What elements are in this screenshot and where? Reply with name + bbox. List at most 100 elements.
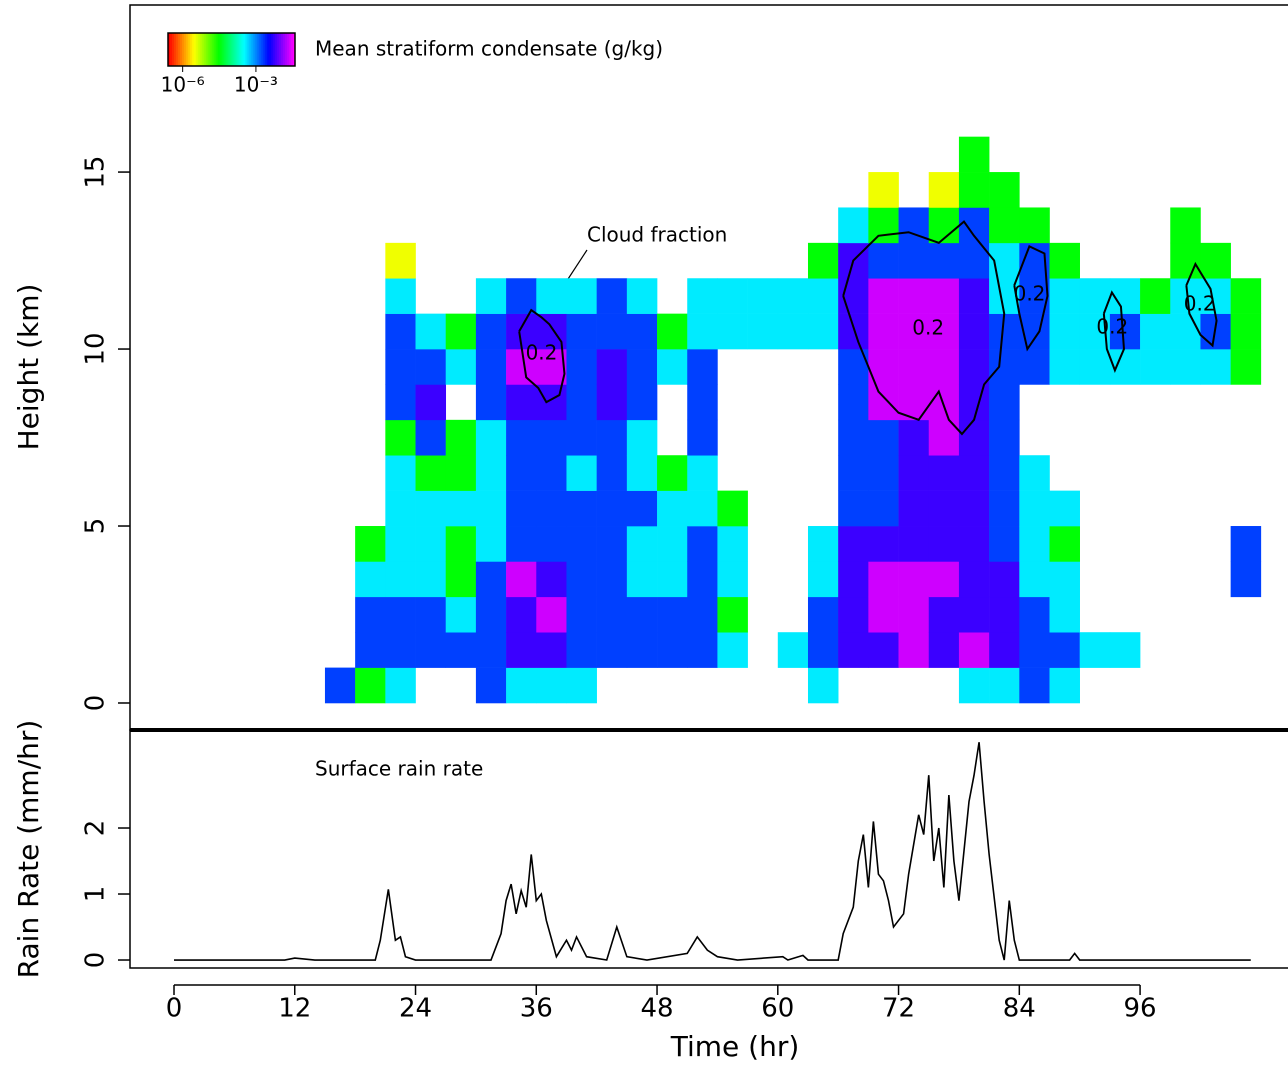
heatmap-cell: [596, 561, 628, 598]
heatmap-cell: [928, 526, 960, 562]
heatmap-cell: [536, 561, 567, 598]
heatmap-cell: [777, 632, 809, 668]
heatmap-cell: [506, 384, 537, 421]
colorbar-swatch: [241, 33, 244, 66]
heatmap-cell: [536, 278, 567, 314]
heatmap-cell: [868, 242, 899, 279]
heatmap-cell: [626, 419, 658, 456]
heatmap-cell: [717, 490, 748, 527]
heatmap-cell: [415, 490, 447, 527]
colorbar-swatch: [191, 33, 195, 66]
heatmap-cell: [1019, 455, 1050, 491]
heatmap-cell: [989, 490, 1020, 527]
heatmap-cell: [958, 136, 990, 173]
heatmap-cell: [566, 526, 597, 562]
y-tick-label: 15: [81, 156, 111, 189]
heatmap-cell: [596, 455, 628, 491]
colorbar-swatch: [273, 33, 276, 66]
heatmap-cell: [566, 349, 597, 385]
colorbar-swatch: [239, 33, 242, 66]
heatmap-cell: [898, 526, 930, 562]
colorbar-swatch: [199, 33, 203, 66]
heatmap-cell: [838, 384, 869, 421]
heatmap-cell: [958, 207, 990, 244]
heatmap-cell: [415, 455, 447, 491]
heatmap-cell: [1140, 278, 1171, 314]
heatmap-cell: [596, 349, 628, 385]
heatmap-cell: [445, 455, 477, 491]
heatmap-cell: [838, 561, 869, 598]
heatmap-cell: [385, 526, 416, 562]
colorbar-swatch: [269, 33, 272, 66]
heatmap-cell: [928, 313, 960, 350]
colorbar-swatch: [211, 33, 215, 66]
heatmap-cell: [928, 561, 960, 598]
heatmap-cell: [898, 313, 930, 350]
heatmap-cell: [506, 667, 537, 704]
heatmap-cell: [807, 667, 839, 704]
heatmap-cell: [838, 455, 869, 491]
heatmap-cell: [657, 526, 688, 562]
heatmap-cell: [657, 490, 688, 527]
heatmap-cell: [475, 667, 507, 704]
colorbar-swatch: [223, 33, 227, 66]
colorbar-swatch: [177, 33, 181, 66]
heatmap-cell: [1049, 526, 1080, 562]
heatmap-cell: [838, 596, 869, 633]
heatmap-cell: [445, 419, 477, 456]
heatmap-cell: [355, 667, 386, 704]
contour: [1013, 245, 1049, 352]
heatmap-cell: [506, 526, 537, 562]
heatmap-cell: [566, 455, 597, 491]
colorbar-title: Mean stratiform condensate (g/kg): [315, 37, 663, 61]
heatmap-cell: [958, 667, 990, 704]
colorbar-swatch: [251, 33, 254, 66]
rain-line: [174, 742, 1251, 961]
heatmap-cell: [657, 349, 688, 385]
heatmap-cell: [566, 490, 597, 527]
heatmap-cell: [385, 667, 416, 704]
heatmap-cell: [958, 490, 990, 527]
contour-label: 0.2: [1096, 314, 1128, 338]
heatmap-cell: [1200, 278, 1231, 314]
heatmap-cell: [385, 278, 416, 314]
colorbar-swatch: [181, 33, 185, 66]
y-tick-label: 10: [81, 332, 111, 365]
heatmap-cell: [687, 632, 718, 668]
heatmap-cell: [1170, 207, 1201, 244]
heatmap-cell: [1019, 596, 1050, 633]
heatmap-cell: [868, 384, 899, 421]
heatmap-cell: [536, 667, 567, 704]
colorbar-swatch: [219, 33, 223, 66]
heatmap-cell: [475, 526, 507, 562]
heatmap-cell: [747, 278, 779, 314]
heatmap-cell: [1230, 526, 1262, 562]
heatmap-cell: [445, 490, 477, 527]
heatmap-cell: [1049, 667, 1080, 704]
heatmap-cell: [717, 278, 748, 314]
colorbar-swatch: [237, 33, 240, 66]
heatmap-cell: [415, 526, 447, 562]
heatmap-cell: [566, 419, 597, 456]
heatmap-cell: [1109, 313, 1141, 350]
heatmap-cell: [566, 667, 597, 704]
heatmap-cell: [536, 455, 567, 491]
heatmap-cell: [838, 313, 869, 350]
heatmap-cell: [475, 596, 507, 633]
annotation: Cloud fraction: [587, 223, 727, 247]
heatmap-cell: [626, 278, 658, 314]
heatmap-cell: [626, 349, 658, 385]
heatmap-cell: [355, 526, 386, 562]
contour-label: 0.2: [526, 340, 558, 364]
heatmap-cell: [657, 455, 688, 491]
heatmap-cell: [717, 632, 748, 668]
heatmap-cell: [475, 278, 507, 314]
heatmap-cell: [1200, 242, 1231, 279]
heatmap-cell: [445, 561, 477, 598]
heatmap-cell: [596, 384, 628, 421]
heatmap-cell: [1019, 667, 1050, 704]
heatmap-cell: [475, 313, 507, 350]
heatmap-cell: [807, 526, 839, 562]
x-tick-label: 24: [399, 994, 432, 1024]
colorbar-swatch: [168, 33, 171, 66]
